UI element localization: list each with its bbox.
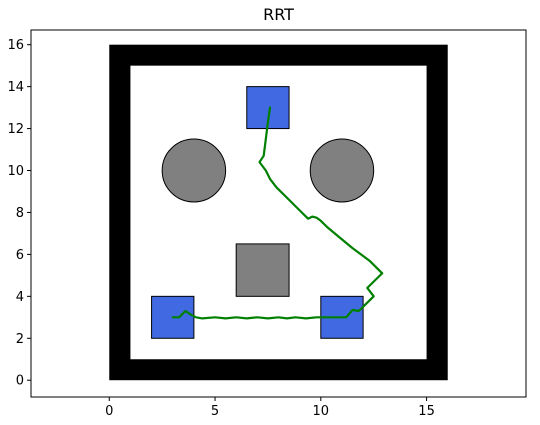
y-tick-label-4: 4 <box>16 290 24 305</box>
rrt-path <box>171 106 384 320</box>
y-tick-label-8: 8 <box>16 206 24 221</box>
axes-frame <box>30 29 527 398</box>
obstacle-circle-2 <box>309 138 375 203</box>
x-tick-label-5: 5 <box>211 404 219 419</box>
x-tick-label-0: 0 <box>105 404 113 419</box>
chart-title: RRT <box>263 5 294 24</box>
y-tick-label-2: 2 <box>16 332 24 347</box>
axis-ticks: 0 5 10 15 0 2 4 6 8 10 12 14 16 <box>7 38 434 419</box>
plot-area <box>109 44 448 381</box>
y-tick-label-0: 0 <box>16 374 24 389</box>
y-tick-label-16: 16 <box>7 38 24 53</box>
y-tick-label-10: 10 <box>7 164 24 179</box>
y-tick-label-14: 14 <box>7 80 24 95</box>
x-tick-label-15: 15 <box>418 404 435 419</box>
obstacle-circle-1 <box>161 138 227 203</box>
y-tick-label-6: 6 <box>16 248 24 263</box>
y-tick-label-12: 12 <box>7 122 24 137</box>
x-tick-label-10: 10 <box>313 404 330 419</box>
obstacle-square <box>235 243 290 297</box>
